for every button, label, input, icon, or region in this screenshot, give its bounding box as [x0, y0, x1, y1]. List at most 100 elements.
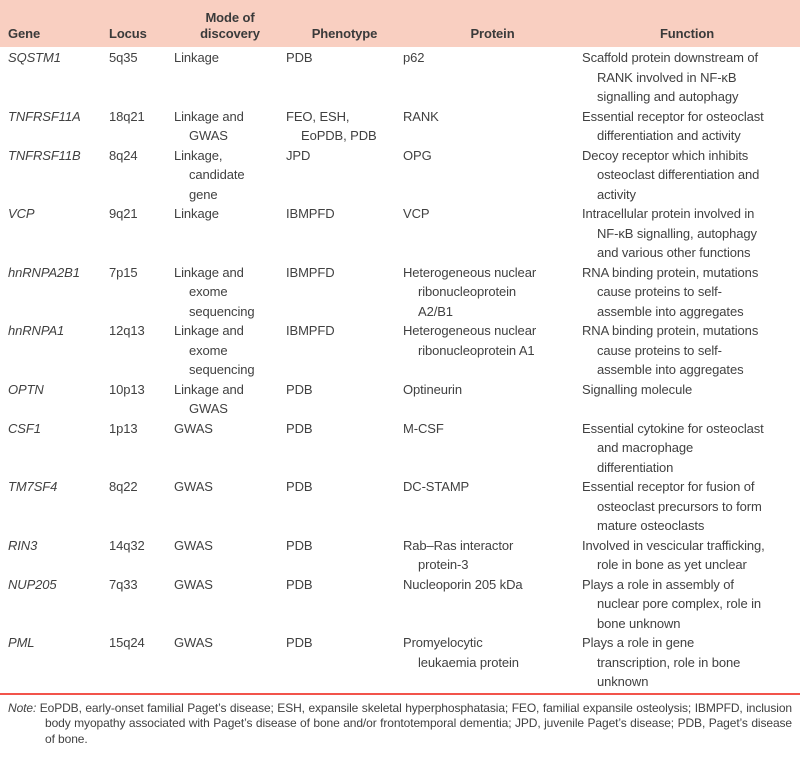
- cell-line: RANK involved in NF-κB: [597, 69, 737, 85]
- cell-line: Plays a role in gene: [582, 635, 695, 650]
- cell-line: ribonucleoprotein: [418, 284, 517, 299]
- table-row: NUP205 7q33 GWAS PDB Nucleoporin 205 kDa Play…: [0, 575, 800, 634]
- cell-line: unknown: [597, 674, 649, 689]
- note-text: EoPDB, early-onset familial Paget’s dise…: [39, 700, 792, 747]
- cell-line: Essential receptor for fusion of: [582, 479, 755, 494]
- cell-phenotype: FEO, ESH, EoPDB, PDB: [286, 107, 403, 146]
- cell-line: Rab–Ras interactor: [403, 537, 514, 553]
- cell-line: sequencing: [189, 362, 255, 377]
- cell-line: PDB: [286, 381, 313, 397]
- cell-gene: hnRNPA1: [8, 321, 109, 380]
- cell-line: M-CSF: [403, 420, 444, 436]
- cell-phenotype: IBMPFD: [286, 204, 403, 263]
- cell-line: TNFRSF11A: [8, 108, 81, 124]
- cell-mode: Linkage, candidate gene: [174, 146, 286, 205]
- cell-line: IBMPFD: [286, 264, 335, 280]
- cell-line: IBMPFD: [286, 323, 335, 338]
- cell-line: TM7SF4: [8, 479, 58, 494]
- cell-locus: 15q24: [109, 633, 174, 692]
- cell-phenotype: PDB: [286, 380, 403, 419]
- table-row: RIN3 14q32 GWAS PDB Rab–Ras interactor protei…: [0, 536, 800, 575]
- cell-line: differentiation: [597, 459, 674, 475]
- cell-line: Optineurin: [403, 381, 462, 397]
- cell-function: Intracellular protein involved in NF-κB s…: [582, 204, 792, 263]
- cell-gene: RIN3: [8, 536, 109, 575]
- cell-line: PDB: [286, 635, 313, 650]
- cell-protein: OPG: [403, 146, 582, 205]
- cell-line: 7q33: [109, 576, 138, 592]
- cell-locus: 8q24: [109, 146, 174, 205]
- table-row: OPTN 10p13 Linkage and GWAS PDB Optineurin Sig…: [0, 380, 800, 419]
- cell-line: 18q21: [109, 108, 145, 124]
- cell-line: SQSTM1: [8, 50, 61, 65]
- cell-line: IBMPFD: [286, 206, 335, 221]
- cell-line: p62: [403, 50, 425, 65]
- table-body: SQSTM1 5q35 Linkage PDB p62 Scaffold protein …: [0, 47, 800, 692]
- cell-locus: 7q33: [109, 575, 174, 634]
- table-row: SQSTM1 5q35 Linkage PDB p62 Scaffold protein …: [0, 48, 800, 107]
- cell-line: 8q22: [109, 479, 138, 494]
- cell-line: gene: [189, 186, 218, 202]
- cell-mode: Linkage and exome sequencing: [174, 321, 286, 380]
- cell-line: Linkage: [174, 50, 219, 65]
- cell-line: RNA binding protein, mutations: [582, 264, 759, 280]
- cell-line: EoPDB, PDB: [301, 128, 377, 143]
- cell-line: RIN3: [8, 537, 38, 553]
- cell-line: and various other functions: [597, 245, 751, 260]
- cell-line: CSF1: [8, 420, 41, 436]
- footnote: Note: EoPDB, early-onset familial Paget’…: [0, 695, 800, 748]
- cell-line: PDB: [286, 537, 313, 553]
- cell-line: DC-STAMP: [403, 479, 470, 494]
- cell-line: protein-3: [418, 557, 469, 572]
- cell-function: Essential cytokine for osteoclast and mac…: [582, 419, 792, 478]
- cell-line: A2/B1: [418, 303, 453, 319]
- cell-line: mature osteoclasts: [597, 518, 705, 533]
- cell-protein: Optineurin: [403, 380, 582, 419]
- cell-line: Plays a role in assembly of: [582, 576, 734, 592]
- cell-protein: DC-STAMP: [403, 477, 582, 536]
- cell-mode: GWAS: [174, 575, 286, 634]
- cell-gene: OPTN: [8, 380, 109, 419]
- cell-line: 15q24: [109, 635, 145, 650]
- cell-line: PDB: [286, 479, 313, 494]
- table-row: TNFRSF11A 18q21 Linkage and GWAS FEO, ESH, Eo…: [0, 107, 800, 146]
- cell-mode: GWAS: [174, 477, 286, 536]
- cell-line: Linkage and: [174, 323, 244, 338]
- cell-line: nuclear pore complex, role in: [597, 596, 762, 611]
- cell-mode: GWAS: [174, 633, 286, 692]
- cell-line: Heterogeneous nuclear: [403, 264, 537, 280]
- cell-line: 7p15: [109, 264, 138, 280]
- cell-line: Signalling molecule: [582, 381, 693, 397]
- cell-line: Linkage and: [174, 381, 244, 397]
- cell-line: JPD: [286, 147, 311, 163]
- cell-function: Plays a role in gene transcription, role …: [582, 633, 792, 692]
- cell-function: Plays a role in assembly of nuclear pore …: [582, 575, 792, 634]
- cell-phenotype: PDB: [286, 48, 403, 107]
- cell-line: OPG: [403, 147, 432, 163]
- cell-protein: Rab–Ras interactor protein-3: [403, 536, 582, 575]
- table-row: VCP 9q21 Linkage IBMPFD VCP Intracellular pro…: [0, 204, 800, 263]
- cell-locus: 9q21: [109, 204, 174, 263]
- cell-line: Involved in vescicular trafficking,: [582, 537, 765, 553]
- cell-line: ribonucleoprotein A1: [418, 342, 535, 358]
- table-row: TNFRSF11B 8q24 Linkage, candidate gene JPD OPG…: [0, 146, 800, 205]
- cell-line: exome: [189, 284, 228, 299]
- cell-mode: Linkage and exome sequencing: [174, 263, 286, 322]
- cell-function: Decoy receptor which inhibits osteoclast …: [582, 146, 792, 205]
- note-label: Note:: [8, 700, 37, 715]
- cell-locus: 18q21: [109, 107, 174, 146]
- cell-line: TNFRSF11B: [8, 147, 81, 163]
- cell-line: bone unknown: [597, 615, 681, 631]
- cell-line: PDB: [286, 50, 313, 65]
- cell-line: Linkage: [174, 206, 219, 221]
- cell-line: Nucleoporin 205 kDa: [403, 576, 523, 592]
- cell-line: hnRNPA1: [8, 323, 65, 338]
- cell-phenotype: PDB: [286, 419, 403, 478]
- cell-line: 5q35: [109, 50, 138, 65]
- cell-locus: 5q35: [109, 48, 174, 107]
- footnote-text-block: Note: EoPDB, early-onset familial Paget’…: [8, 701, 792, 748]
- cell-phenotype: PDB: [286, 575, 403, 634]
- cell-line: GWAS: [174, 537, 213, 553]
- cell-line: GWAS: [189, 128, 228, 143]
- cell-line: signalling and autophagy: [597, 89, 739, 104]
